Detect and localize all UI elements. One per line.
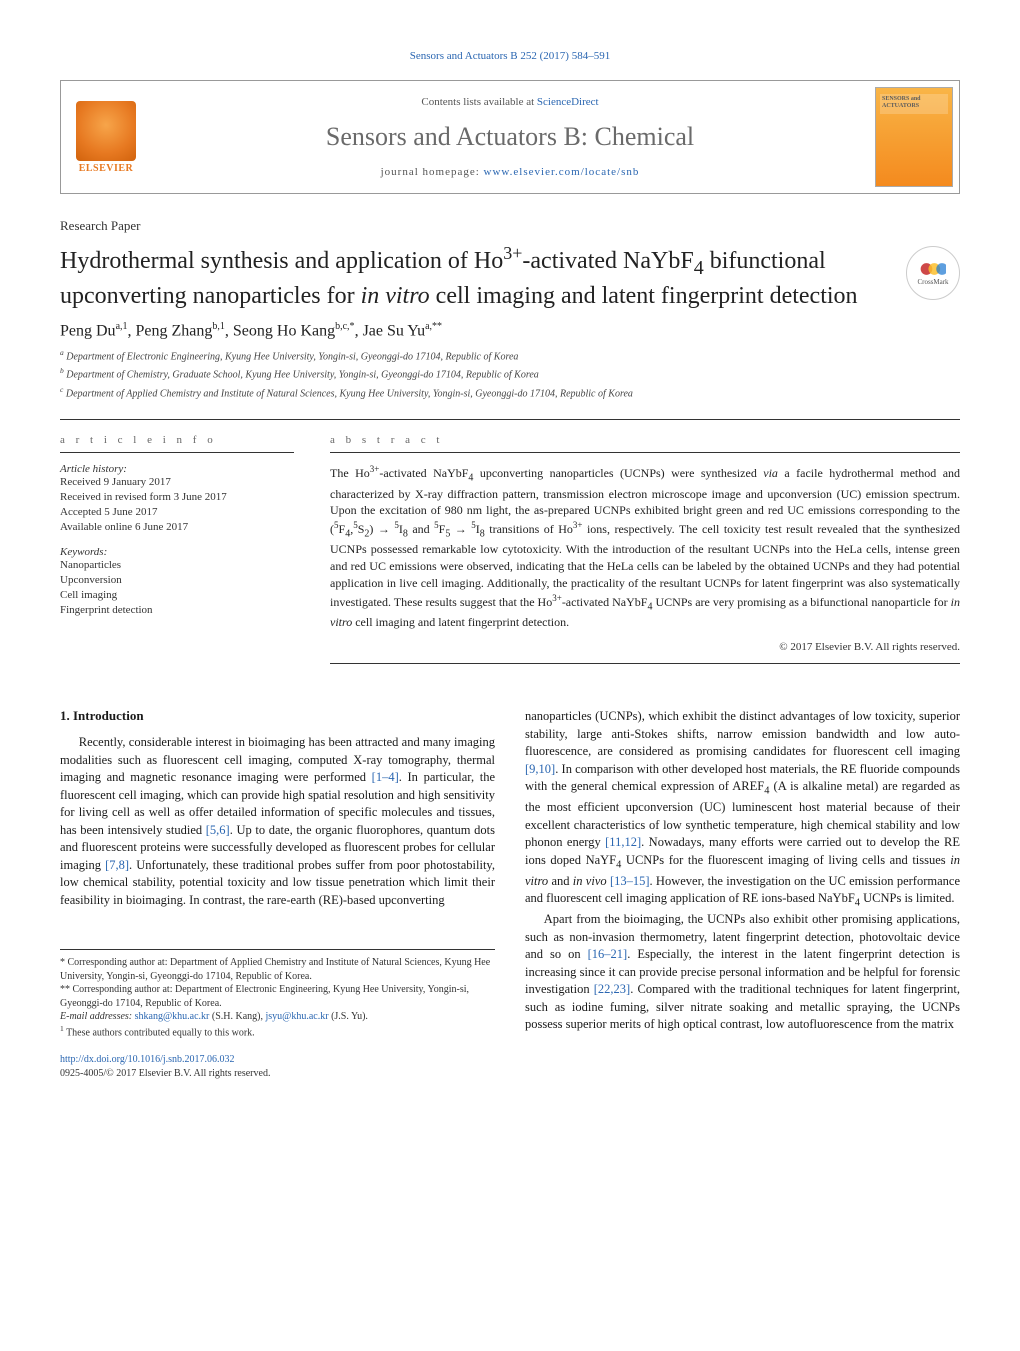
contents-line: Contents lists available at ScienceDirec…: [171, 96, 849, 108]
intro-text-right: nanoparticles (UCNPs), which exhibit the…: [525, 708, 960, 1034]
section-heading-intro: 1. Introduction: [60, 708, 495, 724]
emails-line: E-mail addresses: shkang@khu.ac.kr (S.H.…: [60, 1010, 495, 1024]
intro-text-left: Recently, considerable interest in bioim…: [60, 734, 495, 909]
history-item: Received in revised form 3 June 2017: [60, 490, 294, 505]
email-link-1[interactable]: shkang@khu.ac.kr: [135, 1011, 210, 1022]
journal-name: Sensors and Actuators B: Chemical: [171, 122, 849, 152]
journal-header-box: ELSEVIER Contents lists available at Sci…: [60, 80, 960, 194]
paper-title: Hydrothermal synthesis and application o…: [60, 242, 896, 311]
email-link-2[interactable]: jsyu@khu.ac.kr: [265, 1011, 328, 1022]
cover-image: SENSORS and ACTUATORS: [875, 87, 953, 187]
keyword: Cell imaging: [60, 588, 294, 603]
journal-cover-thumb: SENSORS and ACTUATORS: [869, 81, 959, 193]
authors-line: Peng Dua,1, Peng Zhangb,1, Seong Ho Kang…: [60, 321, 960, 340]
body-columns: 1. Introduction Recently, considerable i…: [60, 708, 960, 1080]
keyword: Upconversion: [60, 573, 294, 588]
keyword: Fingerprint detection: [60, 603, 294, 618]
citation-header: Sensors and Actuators B 252 (2017) 584–5…: [60, 50, 960, 62]
history-item: Received 9 January 2017: [60, 475, 294, 490]
abstract-copyright: © 2017 Elsevier B.V. All rights reserved…: [330, 641, 960, 653]
affiliations: a Department of Electronic Engineering, …: [60, 348, 960, 401]
homepage-line: journal homepage: www.elsevier.com/locat…: [171, 166, 849, 178]
header-center: Contents lists available at ScienceDirec…: [151, 81, 869, 193]
elsevier-label: ELSEVIER: [79, 163, 134, 174]
crossmark-icon: [920, 260, 946, 278]
keyword: Nanoparticles: [60, 558, 294, 573]
corresponding-2: ** Corresponding author at: Department o…: [60, 983, 495, 1010]
keywords-label: Keywords:: [60, 546, 294, 558]
crossmark-badge[interactable]: CrossMark: [906, 246, 960, 300]
page: Sensors and Actuators B 252 (2017) 584–5…: [0, 0, 1020, 1130]
elsevier-tree-icon: [76, 101, 136, 161]
corresponding-1: * Corresponding author at: Department of…: [60, 956, 495, 983]
cover-label: SENSORS and ACTUATORS: [882, 96, 952, 109]
sciencedirect-link[interactable]: ScienceDirect: [537, 96, 599, 108]
article-info-heading: a r t i c l e i n f o: [60, 434, 294, 453]
body-col-left: 1. Introduction Recently, considerable i…: [60, 708, 495, 1080]
affiliation-a: a Department of Electronic Engineering, …: [60, 348, 960, 364]
homepage-url[interactable]: www.elsevier.com/locate/snb: [484, 166, 640, 178]
issn-line: 0925-4005/© 2017 Elsevier B.V. All right…: [60, 1067, 495, 1081]
info-row: a r t i c l e i n f o Article history: R…: [60, 419, 960, 678]
contents-label: Contents lists available at: [421, 96, 536, 108]
footnotes: * Corresponding author at: Department of…: [60, 949, 495, 1080]
crossmark-label: CrossMark: [917, 278, 948, 286]
doi-link[interactable]: http://dx.doi.org/10.1016/j.snb.2017.06.…: [60, 1053, 495, 1067]
elsevier-logo: ELSEVIER: [61, 81, 151, 193]
abstract-heading: a b s t r a c t: [330, 434, 960, 453]
contrib-note: 1 These authors contributed equally to t…: [60, 1024, 495, 1040]
abstract-text: The Ho3+-activated NaYbF4 upconverting n…: [330, 463, 960, 631]
affiliation-b: b Department of Chemistry, Graduate Scho…: [60, 366, 960, 382]
history-item: Available online 6 June 2017: [60, 520, 294, 535]
doi-block: http://dx.doi.org/10.1016/j.snb.2017.06.…: [60, 1053, 495, 1080]
history-item: Accepted 5 June 2017: [60, 505, 294, 520]
paper-type: Research Paper: [60, 218, 960, 234]
history-label: Article history:: [60, 463, 294, 475]
article-info: a r t i c l e i n f o Article history: R…: [60, 420, 312, 678]
homepage-label: journal homepage:: [381, 166, 484, 178]
affiliation-c: c Department of Applied Chemistry and In…: [60, 385, 960, 401]
body-col-right: nanoparticles (UCNPs), which exhibit the…: [525, 708, 960, 1080]
abstract-block: a b s t r a c t The Ho3+-activated NaYbF…: [312, 420, 960, 678]
